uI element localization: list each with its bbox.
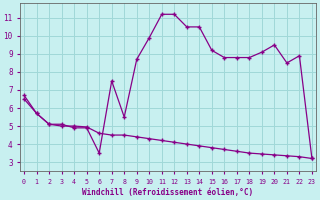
X-axis label: Windchill (Refroidissement éolien,°C): Windchill (Refroidissement éolien,°C) [83, 188, 253, 197]
